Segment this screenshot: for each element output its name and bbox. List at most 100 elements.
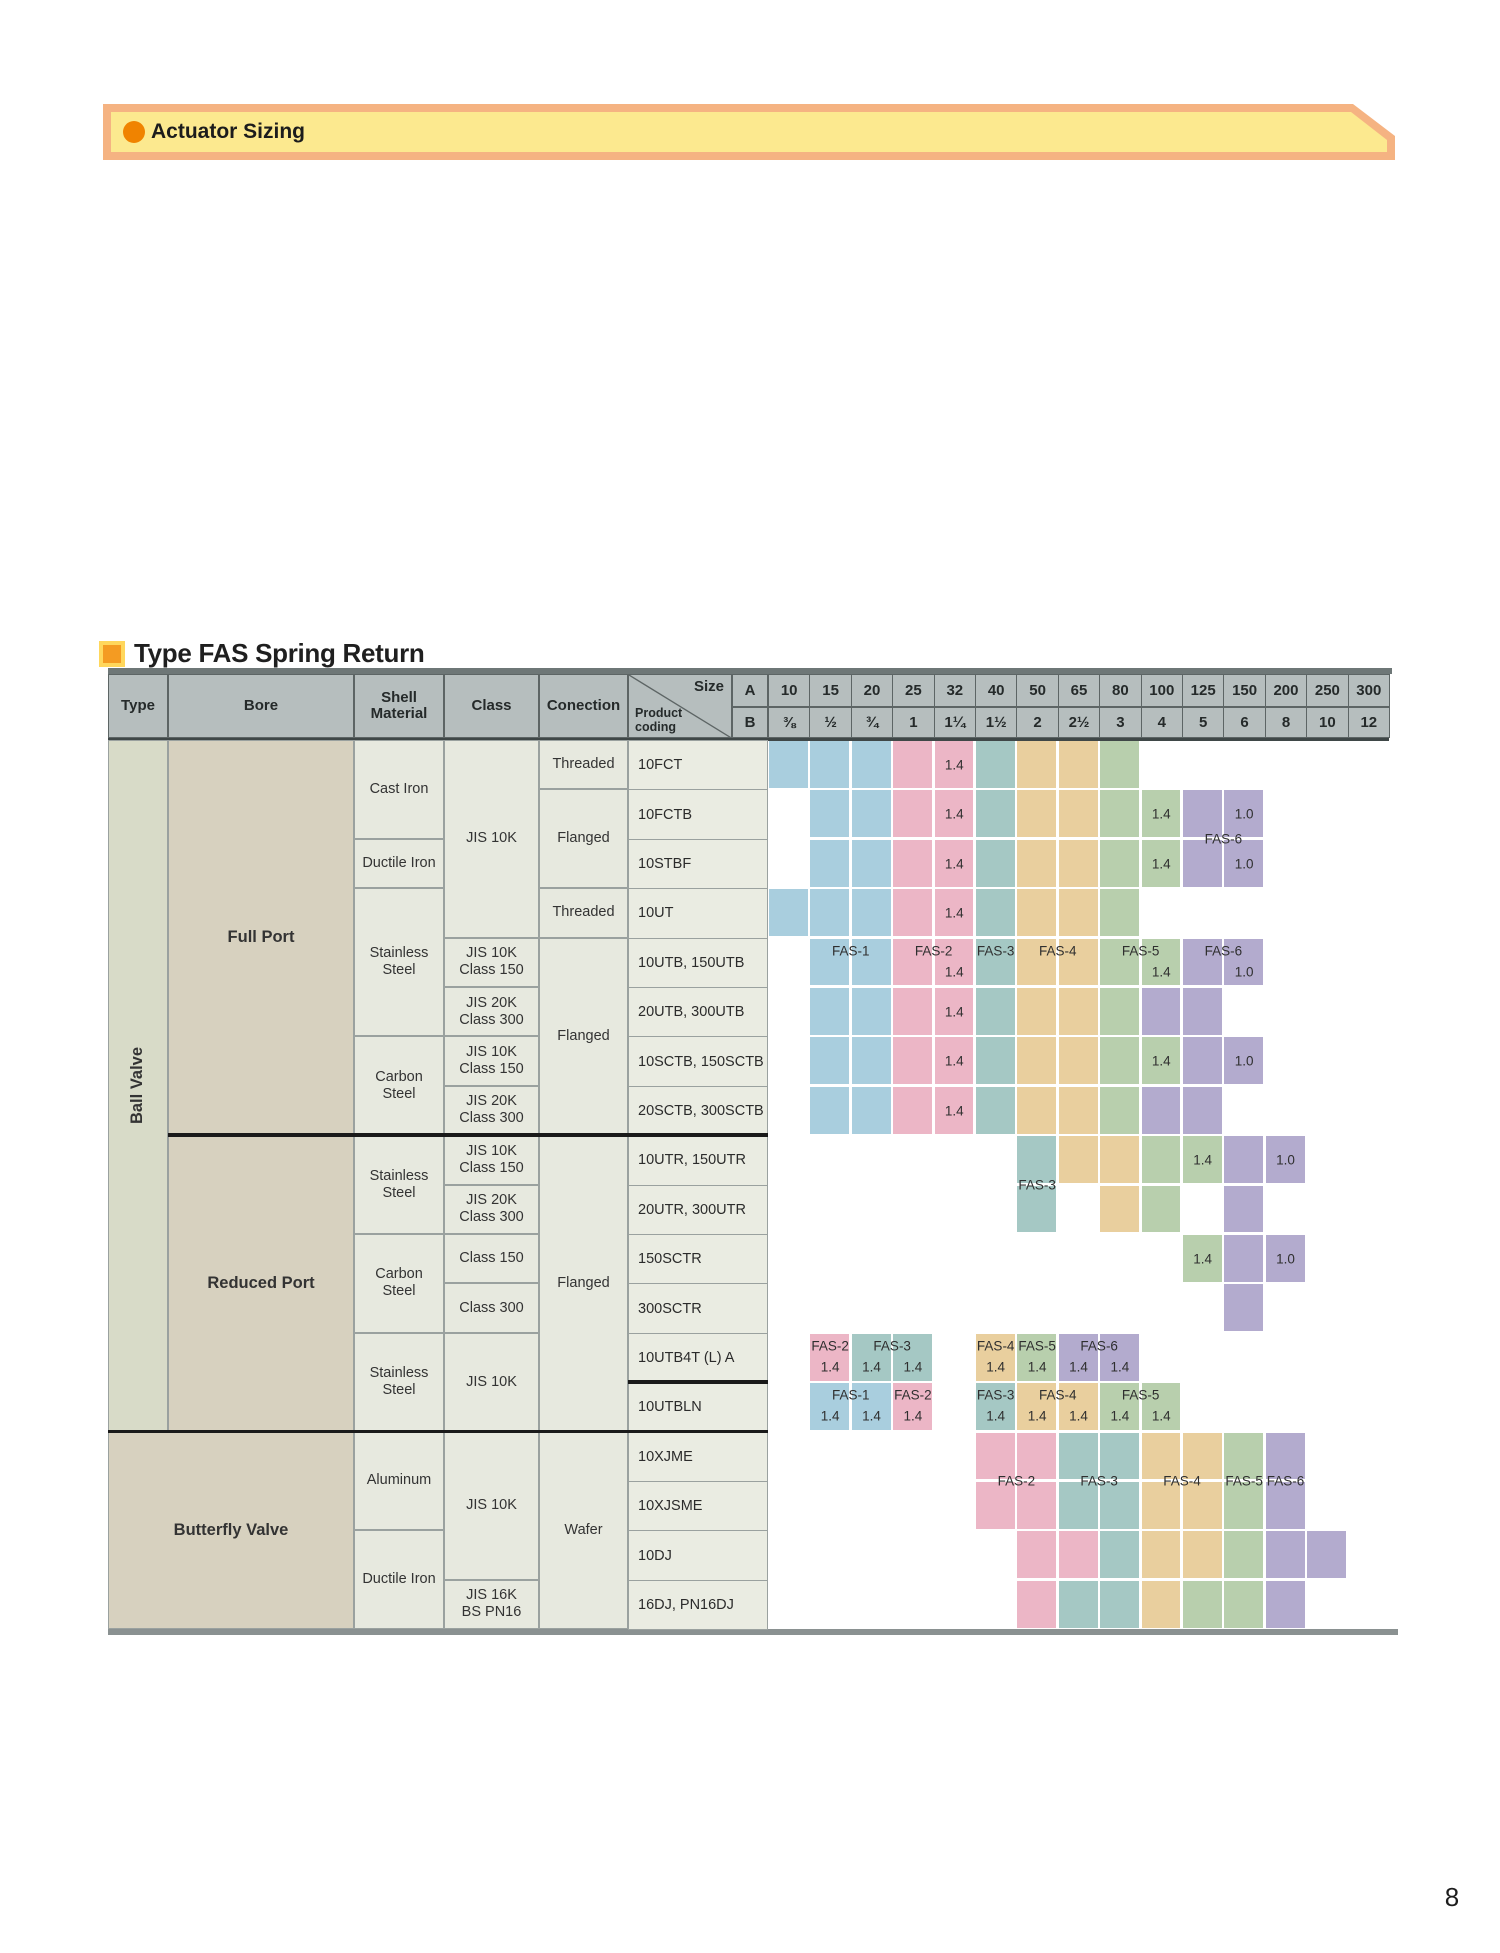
grid-cell-green	[1224, 1432, 1264, 1480]
grid-cell-pink	[893, 1037, 932, 1085]
grid-cell-green	[1100, 1037, 1139, 1085]
grid-value: 1.4	[944, 806, 964, 822]
grid-value: 1.4	[944, 1103, 964, 1118]
grid-cell-pink	[934, 938, 974, 986]
size-a-32: 32	[933, 674, 976, 707]
grid-cell-purple	[1224, 839, 1264, 887]
product-cell-10UT: 10UT	[628, 888, 768, 939]
size-a-200: 200	[1264, 674, 1308, 707]
fas-label: FAS-3	[976, 943, 1015, 959]
grid-value: 1.0	[1276, 1152, 1295, 1168]
grid-cell-tan	[976, 1333, 1015, 1381]
product-cell-10UTR-150UTR: 10UTR, 150UTR	[628, 1135, 768, 1186]
page-number: 8	[1444, 1882, 1460, 1912]
grid-cell-pink	[976, 1482, 1015, 1529]
product-cell-10FCT: 10FCT	[628, 740, 768, 791]
grid-cell-tan	[1100, 1185, 1139, 1233]
size-b-6: 6	[1223, 707, 1266, 738]
left-cell-class-150: Class 150	[444, 1234, 539, 1284]
grid-value: 1.4	[1110, 1359, 1130, 1375]
grid-cell-teal	[1058, 1432, 1098, 1480]
left-cell-jis-16k-bs-pn16: JIS 16K BS PN16	[444, 1579, 539, 1630]
left-cell-carbon-steel: Carbon Steel	[354, 1234, 444, 1333]
size-b-1½: 1½	[975, 707, 1018, 738]
fas-label: FAS-2	[997, 1473, 1036, 1489]
grid-cell-purple	[1224, 790, 1264, 838]
column-header-shell: Shell Material	[354, 674, 444, 738]
grid-cell-tan	[1017, 1037, 1057, 1085]
grid-cell-green	[1224, 1531, 1264, 1579]
grid-cell-blue	[810, 839, 850, 887]
fas-label: FAS-3	[1018, 1177, 1056, 1193]
left-cell-flanged: Flanged	[539, 789, 628, 889]
grid-cell-tan	[1058, 1383, 1098, 1430]
size-label: Size	[693, 678, 724, 695]
size-a-40: 40	[975, 674, 1018, 707]
left-cell-stainless-steel: Stainless Steel	[354, 888, 444, 1037]
fas-label: FAS-2	[914, 943, 953, 959]
grid-cell-purple	[1141, 1086, 1181, 1134]
size-a-250: 250	[1306, 674, 1349, 707]
grid-cell-tan	[1017, 790, 1057, 838]
left-cell-jis-10k-class-150: JIS 10K Class 150	[444, 1135, 539, 1185]
grid-value: 1.4	[1027, 1359, 1047, 1375]
grid-value: 1.4	[944, 856, 964, 871]
grid-value: 1.4	[1151, 806, 1171, 822]
grid-cell-purple	[1100, 1333, 1139, 1381]
grid-value: 1.4	[1151, 1053, 1171, 1069]
table-top-border	[108, 668, 1392, 674]
fas-label: FAS-5	[1225, 1473, 1263, 1489]
grid-cell-teal	[976, 988, 1015, 1035]
grid-cell-green	[1100, 938, 1139, 986]
grid-cell-pink	[934, 741, 974, 788]
grid-cell-teal	[1100, 1432, 1139, 1480]
grid-cell-pink	[1017, 1432, 1057, 1480]
grid-value: 1.4	[1069, 1359, 1088, 1375]
grid-value: 1.4	[944, 964, 964, 980]
grid-cell-tan	[1183, 1531, 1222, 1579]
grid-cell-teal	[976, 938, 1015, 986]
grid-cell-purple	[1224, 1136, 1264, 1183]
fas-label: FAS-4	[1039, 943, 1077, 959]
grid-cell-blue	[851, 938, 891, 986]
left-cell-jis-10k: JIS 10K	[444, 1332, 539, 1432]
fas-label: FAS-2	[894, 1387, 932, 1403]
grid-cell-pink	[893, 1383, 932, 1430]
grid-cell-pink	[893, 741, 932, 788]
product-cell-10XJSME: 10XJSME	[628, 1481, 768, 1532]
grid-cell-green	[1141, 839, 1181, 887]
grid-cell-green	[1183, 1235, 1222, 1282]
grid-cell-purple	[1224, 938, 1264, 986]
grid-value: 1.4	[820, 1359, 840, 1375]
grid-cell-tan	[1141, 1482, 1181, 1529]
grid-cell-green	[1141, 790, 1181, 838]
grid-cell-teal	[893, 1333, 932, 1381]
grid-cell-teal	[976, 1086, 1015, 1134]
size-b-⅜: ⅜	[768, 707, 811, 738]
size-a-125: 125	[1182, 674, 1225, 707]
grid-cell-tan	[1017, 889, 1057, 936]
grid-cell-green	[1183, 1136, 1222, 1183]
grid-value: 1.4	[986, 1359, 1006, 1375]
fas-label: FAS-1	[832, 1387, 870, 1403]
grid-cell-tan	[1183, 1432, 1222, 1480]
grid-value: 1.4	[944, 1004, 964, 1020]
left-cell-jis-10k-class-150: JIS 10K Class 150	[444, 937, 539, 987]
grid-cell-teal	[976, 741, 1015, 788]
grid-cell-purple	[1265, 1580, 1305, 1628]
grid-value: 1.4	[944, 757, 964, 773]
product-cell-20SCTB-300SCTB: 20SCTB, 300SCTB	[628, 1085, 768, 1137]
left-cell-threaded: Threaded	[539, 740, 628, 790]
left-cell-aluminum: Aluminum	[354, 1431, 444, 1531]
grid-cell-blue	[810, 938, 850, 986]
grid-cell-tan	[1058, 938, 1098, 986]
fas-label: FAS-3	[1080, 1473, 1118, 1489]
grid-cell-teal	[1017, 1136, 1057, 1183]
grid-cell-blue	[769, 741, 808, 788]
grid-cell-purple	[1224, 1037, 1264, 1085]
grid-cell-pink	[893, 988, 932, 1035]
grid-value: 1.4	[1151, 856, 1171, 871]
grid-cell-pink	[934, 889, 974, 936]
grid-cell-green	[1100, 741, 1139, 788]
grid-cell-purple	[1224, 1284, 1264, 1332]
